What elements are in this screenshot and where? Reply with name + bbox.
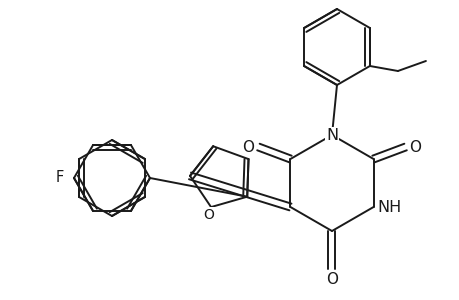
Text: F: F [56,170,64,185]
Text: NH: NH [377,200,401,214]
Text: O: O [325,272,337,287]
Text: O: O [203,208,214,222]
Text: N: N [325,128,337,142]
Text: O: O [242,140,254,154]
Text: O: O [409,140,420,154]
